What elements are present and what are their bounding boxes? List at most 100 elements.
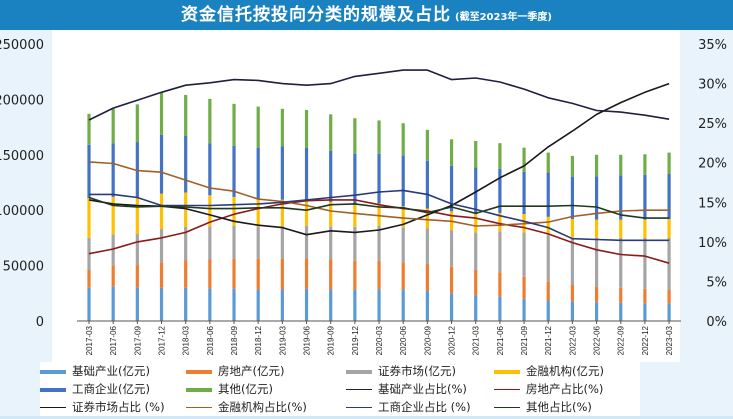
bar-segment-other <box>425 129 429 161</box>
bar-segment-other <box>619 154 623 176</box>
bar-segment-real_estate <box>280 258 284 290</box>
bar-segment-industrial <box>111 143 115 197</box>
legend-item-sec_pct: 证券市场占比 (%) <box>40 398 165 416</box>
bar-segment-infrastructure <box>667 303 671 321</box>
legend-label: 基础产业(亿元) <box>72 364 150 378</box>
legend-swatch-oth_pct <box>494 406 520 409</box>
bar-segment-infrastructure <box>377 289 381 321</box>
legend-item-fin_pct: 金融机构占比(%) <box>186 398 307 416</box>
bar-segment-financial <box>498 212 502 232</box>
bar-segment-infrastructure <box>208 288 212 321</box>
x-tick-label: 2020-06 <box>399 325 408 355</box>
bar-segment-financial <box>643 219 647 238</box>
bar-segment-infrastructure <box>474 295 478 321</box>
bar-segment-real_estate <box>159 262 164 288</box>
bar-series <box>87 92 671 321</box>
legend-item-ind_pct: 工商企业占比 (%) <box>346 398 471 416</box>
y-tick-label-right: 15% <box>698 196 727 211</box>
bar-segment-other <box>87 113 91 145</box>
bar-segment-industrial <box>184 135 188 193</box>
bar-segment-industrial <box>667 173 671 220</box>
x-tick-label: 2019-12 <box>351 325 360 355</box>
bar-segment-other <box>111 108 115 144</box>
x-tick-label: 2018-03 <box>182 325 191 355</box>
bar-segment-other <box>208 98 212 144</box>
x-tick-label: 2021-12 <box>544 325 553 355</box>
legend-label: 金融机构(亿元) <box>526 364 604 378</box>
bar-segment-other <box>184 94 188 136</box>
y-tick-label-right: 20% <box>698 157 727 172</box>
bar-segment-other <box>329 114 333 151</box>
y-tick-label-left: 50000 <box>3 260 44 275</box>
bar-segment-industrial <box>232 145 236 197</box>
legend: 基础产业(亿元) 房地产(亿元) 证券市场(亿元) 金融机构(亿元) 工商企业(亿元) 其… <box>0 362 733 419</box>
bar-segment-real_estate <box>184 260 188 288</box>
x-tick-label: 2020-12 <box>448 325 457 355</box>
x-tick-label: 2022-09 <box>617 325 626 355</box>
bar-segment-real_estate <box>570 284 574 302</box>
legend-label: 工商企业(亿元) <box>72 382 150 396</box>
bar-segment-industrial <box>208 143 212 196</box>
bar-segment-financial <box>111 196 115 235</box>
line-series <box>88 69 670 264</box>
legend-item-financial: 金融机构(亿元) <box>494 362 604 380</box>
bar-segment-securities <box>546 235 550 282</box>
bar-segment-industrial <box>87 144 91 199</box>
bar-segment-securities <box>111 234 115 266</box>
x-tick-label: 2022-12 <box>641 325 650 355</box>
bar-segment-infrastructure <box>425 291 429 321</box>
bar-segment-financial <box>87 198 91 238</box>
bar-segment-other <box>353 118 357 154</box>
bar-segment-securities <box>643 237 647 289</box>
bar-segment-other <box>594 154 599 177</box>
bar-segment-industrial <box>304 147 309 201</box>
x-tick-label: 2019-06 <box>303 325 312 355</box>
y-tick-label-right: 5% <box>706 275 727 290</box>
bar-segment-other <box>522 147 526 172</box>
bar-segment-real_estate <box>619 287 623 303</box>
line-oth_pct <box>88 196 670 219</box>
bar-segment-infrastructure <box>643 303 647 321</box>
bar-segment-other <box>474 140 478 168</box>
x-tick-label: 2021-06 <box>496 325 505 355</box>
x-tick-label: 2019-09 <box>327 325 336 355</box>
bar-segment-financial <box>184 192 188 227</box>
bar-segment-securities <box>401 227 405 263</box>
x-tick-label: 2017-09 <box>133 325 142 355</box>
legend-swatch-other <box>186 387 212 392</box>
x-tick-label: 2021-09 <box>520 325 529 355</box>
bar-segment-other <box>667 152 671 174</box>
bar-segment-infrastructure <box>111 286 115 321</box>
line-ind_pct <box>89 189 670 242</box>
bar-segment-industrial <box>449 165 454 212</box>
bar-segment-securities <box>522 232 526 277</box>
legend-label: 证券市场占比 (%) <box>72 400 165 414</box>
x-tick-label: 2017-12 <box>158 325 167 355</box>
bar-segment-securities <box>353 226 357 261</box>
bar-segment-financial <box>159 193 164 230</box>
line-fin_pct <box>88 161 670 227</box>
bar-segment-financial <box>474 214 478 233</box>
bar-segment-infrastructure <box>280 289 284 321</box>
bar-segment-real_estate <box>643 288 647 304</box>
legend-item-infrastructure: 基础产业(亿元) <box>40 362 150 380</box>
bar-segment-real_estate <box>522 276 526 299</box>
x-tick-label: 2020-03 <box>375 325 384 355</box>
x-tick-label: 2021-03 <box>472 325 481 355</box>
bar-segment-industrial <box>594 176 599 220</box>
bar-segment-real_estate <box>232 258 236 289</box>
legend-swatch-fin_pct <box>186 406 212 409</box>
bar-segment-infrastructure <box>449 293 454 321</box>
bar-segment-other <box>135 104 139 143</box>
bar-segment-financial <box>353 203 357 227</box>
bar-segment-infrastructure <box>159 287 164 321</box>
line-sec_pct <box>88 82 670 236</box>
legend-item-securities: 证券市场(亿元) <box>346 362 456 380</box>
bar-segment-securities <box>570 237 574 285</box>
legend-swatch-securities <box>346 369 372 374</box>
legend-label: 金融机构占比(%) <box>218 400 307 414</box>
x-tick-label: 2017-06 <box>109 325 118 355</box>
legend-label: 房地产占比(%) <box>526 382 604 396</box>
bar-segment-securities <box>184 226 188 261</box>
bar-segment-financial <box>256 198 260 227</box>
